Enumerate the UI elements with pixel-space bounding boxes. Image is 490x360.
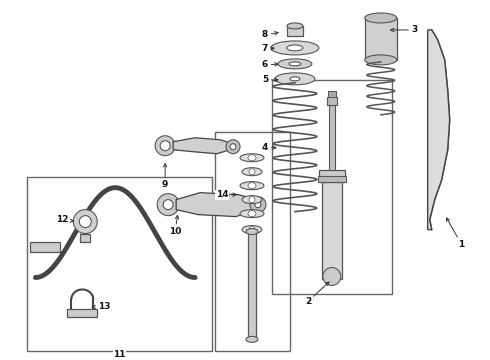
Text: 9: 9 [162,163,169,189]
Ellipse shape [240,210,264,217]
Text: 7: 7 [262,44,274,53]
Text: 6: 6 [262,60,278,69]
Bar [287,26,303,36]
Ellipse shape [240,182,264,190]
Ellipse shape [290,77,300,81]
Circle shape [323,267,341,285]
Bar [329,105,335,170]
Ellipse shape [275,73,315,85]
Ellipse shape [249,197,255,203]
Bar [272,80,392,294]
Text: 2: 2 [305,282,329,306]
Bar [322,180,342,279]
Text: 12: 12 [56,215,74,224]
Text: 14: 14 [216,190,236,199]
Text: 5: 5 [262,75,278,84]
Circle shape [155,136,175,156]
Ellipse shape [287,23,303,29]
Ellipse shape [246,336,258,342]
Ellipse shape [240,154,264,162]
Ellipse shape [242,226,262,234]
Circle shape [255,202,261,208]
Circle shape [163,200,173,210]
Text: 8: 8 [262,31,278,40]
Bar [327,97,337,105]
Text: 4: 4 [262,143,276,152]
Text: 1: 1 [446,218,465,249]
Bar [319,170,345,182]
Text: 10: 10 [169,215,181,236]
Bar [328,91,336,97]
Bar [248,231,256,339]
Ellipse shape [289,62,301,66]
Ellipse shape [278,59,312,69]
Circle shape [157,194,179,216]
Bar [30,242,60,252]
Bar [67,310,98,318]
Circle shape [226,140,240,154]
Circle shape [230,144,236,150]
Ellipse shape [246,229,258,235]
Circle shape [79,216,91,228]
Ellipse shape [242,195,262,204]
Bar [27,177,212,351]
Text: 3: 3 [391,26,418,35]
Bar [318,176,346,182]
Circle shape [250,197,266,213]
Ellipse shape [249,226,255,233]
Ellipse shape [248,155,256,161]
Polygon shape [176,193,258,217]
Text: 13: 13 [92,302,111,311]
Bar [80,234,90,242]
Polygon shape [173,138,233,154]
Polygon shape [428,30,450,230]
Ellipse shape [365,55,397,65]
Ellipse shape [365,13,397,23]
Ellipse shape [287,45,303,51]
Ellipse shape [242,168,262,176]
Ellipse shape [271,41,319,55]
Bar [215,132,290,351]
Ellipse shape [249,169,255,175]
Bar [365,18,397,60]
Ellipse shape [248,183,256,189]
Ellipse shape [248,211,256,217]
Text: 11: 11 [113,350,125,359]
Circle shape [160,141,170,151]
Circle shape [74,210,98,234]
